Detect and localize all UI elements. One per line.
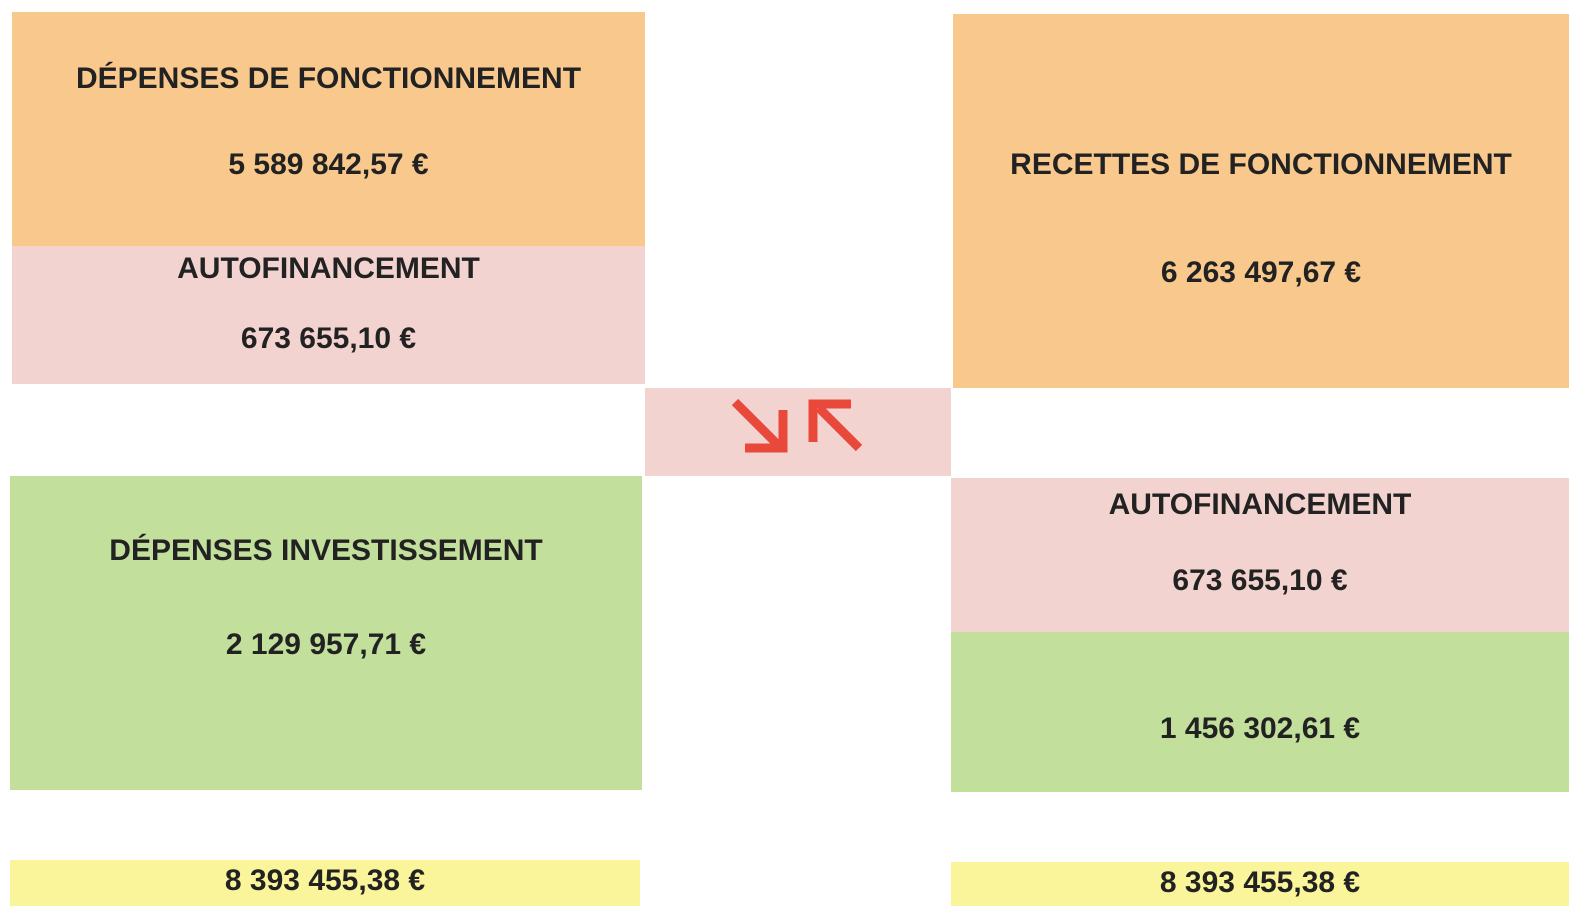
transfer-box [645,388,951,476]
amount: 6 263 497,67 € [1160,256,1362,289]
title: DÉPENSES INVESTISSEMENT [109,534,543,567]
right-fonctionnement: RECETTES DE FONCTIONNEMENT 6 263 497,67 … [953,14,1569,388]
left-total: 8 393 455,38 € [10,860,640,906]
left-investissement: DÉPENSES INVESTISSEMENT 2 129 957,71 € [10,476,642,790]
amount: 1 456 302,61 € [1159,712,1361,745]
left-autofinancement: AUTOFINANCEMENT 673 655,10 € [12,246,645,384]
title: AUTOFINANCEMENT [177,252,480,285]
amount: 673 655,10 € [240,322,417,355]
title: DÉPENSES DE FONCTIONNEMENT [75,62,582,95]
amount: 673 655,10 € [1172,564,1348,597]
right-investissement: 1 456 302,61 € [951,632,1569,792]
amount: 8 393 455,38 € [224,864,426,897]
amount: 2 129 957,71 € [225,628,427,661]
left-fonctionnement: DÉPENSES DE FONCTIONNEMENT 5 589 842,57 … [12,12,645,246]
title: AUTOFINANCEMENT [1108,488,1412,521]
title: RECETTES DE FONCTIONNEMENT [1010,148,1512,181]
arrows [731,398,863,453]
amount: 5 589 842,57 € [228,148,429,181]
right-total: 8 393 455,38 € [951,862,1569,906]
right-autofinancement: AUTOFINANCEMENT 673 655,10 € [951,478,1569,632]
amount: 8 393 455,38 € [1159,866,1361,899]
